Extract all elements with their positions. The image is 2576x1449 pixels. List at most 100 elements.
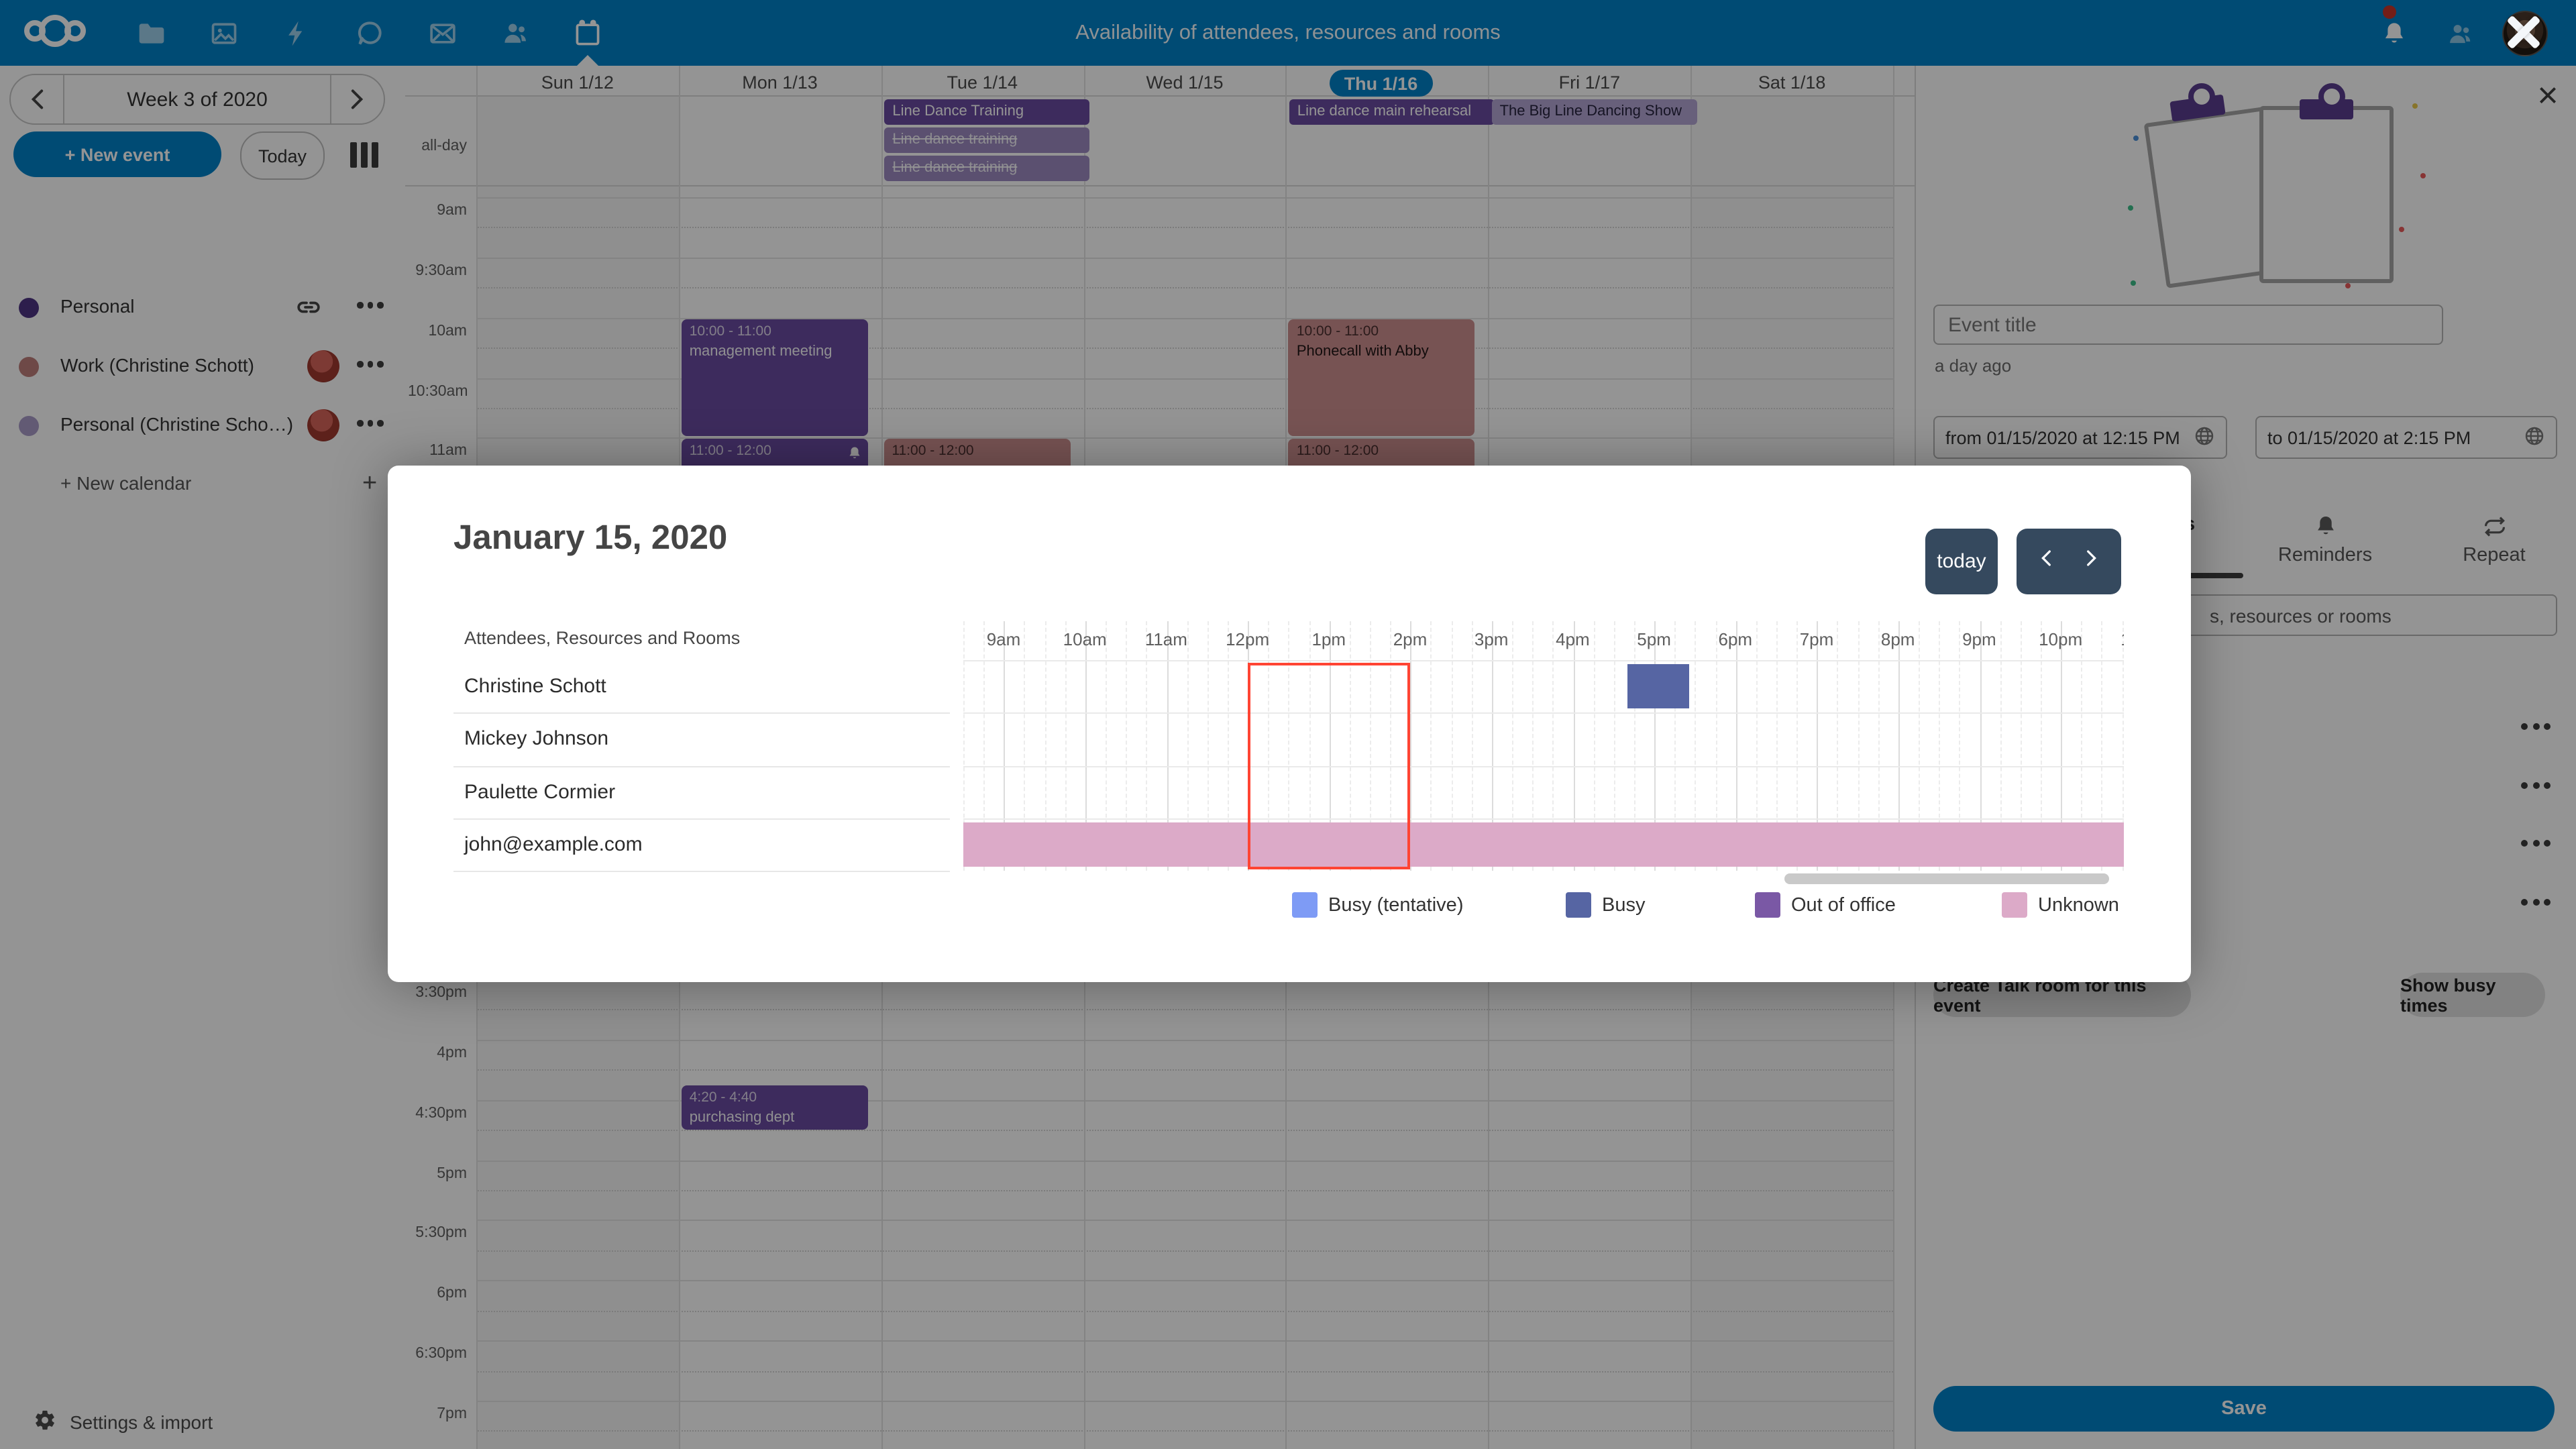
timeline-gridline	[1837, 621, 1839, 871]
allday-event[interactable]: Line dance training	[884, 156, 1090, 181]
time-gridline	[476, 1340, 1893, 1342]
event-time: 11:00 - 12:00	[1296, 443, 1379, 460]
legend-item: Out of office	[1755, 892, 1896, 918]
new-event-button[interactable]: + New event	[13, 131, 221, 177]
app-contacts-icon[interactable]	[491, 11, 539, 56]
previous-day-icon[interactable]	[2037, 547, 2059, 576]
attendee-actions-menu-icon[interactable]	[2520, 899, 2552, 906]
next-day-icon[interactable]	[2079, 547, 2100, 576]
timeline-gridline	[2122, 621, 2124, 871]
row-separator	[453, 712, 950, 714]
calendar-actions-menu-icon[interactable]	[357, 302, 383, 308]
tab-reminders[interactable]: Reminders	[2245, 514, 2406, 566]
timeline-hour-label: 2pm	[1393, 629, 1428, 649]
new-calendar-button[interactable]: + New calendar +	[60, 470, 378, 498]
timeline-gridline	[1268, 621, 1270, 871]
event-card[interactable]: 4:20 - 4:40 purchasing dept	[681, 1085, 868, 1130]
timeline-scrollbar[interactable]	[1784, 873, 2109, 884]
week-label[interactable]: Week 3 of 2020	[127, 88, 268, 111]
calendar-list-item[interactable]: Personal	[0, 288, 405, 326]
attendee-actions-menu-icon[interactable]	[2520, 840, 2552, 847]
app-photos-icon[interactable]	[200, 11, 248, 56]
app-talk-icon[interactable]	[345, 11, 394, 56]
timeline-hour-label: 12pm	[1226, 629, 1270, 649]
day-header: Tue 1/14	[947, 72, 1018, 92]
timeline-gridline	[1756, 621, 1758, 871]
timezone-globe-icon[interactable]	[2194, 425, 2215, 450]
timeline-gridline	[1044, 621, 1046, 871]
dialog-today-button[interactable]: today	[1925, 529, 1998, 594]
attendees-column-header: Attendees, Resources and Rooms	[464, 628, 741, 648]
timeline-row-separator	[963, 818, 2124, 820]
event-card[interactable]: 10:00 - 11:00 Phonecall with Abby	[1288, 319, 1475, 437]
day-header-today: Thu 1/16	[1329, 70, 1433, 97]
show-busy-times-button[interactable]: Show busy times	[2400, 973, 2545, 1017]
busy-block	[1627, 664, 1690, 708]
calendar-list-item[interactable]: Personal (Christine Scho…)	[0, 407, 405, 444]
event-time: 4:20 - 4:40	[689, 1089, 757, 1106]
tab-label: Repeat	[2463, 545, 2526, 566]
contacts-menu-icon[interactable]	[2435, 11, 2483, 56]
week-switcher: Week 3 of 2020	[9, 74, 385, 125]
last-modified-label: a day ago	[1935, 356, 2012, 376]
legend-swatch	[1566, 892, 1591, 918]
calendar-actions-menu-icon[interactable]	[357, 361, 383, 367]
allday-label: all-day	[421, 138, 467, 154]
app-activity-icon[interactable]	[273, 11, 321, 56]
legend-label: Busy (tentative)	[1328, 894, 1464, 916]
view-switcher-icon[interactable]	[350, 142, 378, 168]
today-button[interactable]: Today	[240, 131, 325, 180]
settings-import-button[interactable]: Settings & import	[34, 1409, 213, 1436]
timeline-gridline	[1471, 621, 1473, 871]
nextcloud-logo-icon[interactable]	[24, 15, 86, 47]
legend-swatch	[1292, 892, 1318, 918]
app-calendar-icon[interactable]	[564, 11, 612, 56]
tab-repeat[interactable]: Repeat	[2414, 514, 2575, 566]
time-gutter-label: 10:30am	[408, 383, 468, 400]
app-mail-icon[interactable]	[419, 11, 467, 56]
time-gridline	[476, 1099, 1893, 1102]
timeline-row-separator	[963, 712, 2124, 714]
timeline-gridline	[1004, 621, 1006, 871]
dialog-nav-buttons	[2017, 529, 2121, 594]
timeline-gridline	[1858, 621, 1860, 871]
event-end-field[interactable]: to 01/15/2020 at 2:15 PM	[2255, 416, 2557, 459]
allday-event[interactable]: The Big Line Dancing Show	[1491, 99, 1697, 125]
event-time: 11:00 - 12:00	[892, 443, 974, 460]
attendee-actions-menu-icon[interactable]	[2520, 723, 2552, 730]
timeline-gridline	[1370, 621, 1371, 871]
timeline-gridline	[2020, 621, 2022, 871]
app-files-icon[interactable]	[127, 11, 176, 56]
allday-event[interactable]: Line Dance Training	[884, 99, 1090, 125]
share-link-icon[interactable]	[295, 294, 322, 321]
calendar-list-item[interactable]: Work (Christine Schott)	[0, 347, 405, 385]
notifications-bell-icon[interactable]	[2369, 5, 2418, 56]
timezone-globe-icon[interactable]	[2524, 425, 2545, 450]
day-header: Sat 1/18	[1758, 72, 1826, 92]
allday-event[interactable]: Line dance main rehearsal	[1289, 99, 1495, 125]
close-icon[interactable]: ×	[2537, 75, 2559, 115]
save-button[interactable]: Save	[1933, 1386, 2555, 1432]
calendar-owner-avatar	[307, 350, 339, 382]
legend-label: Out of office	[1791, 894, 1896, 916]
calendar-actions-menu-icon[interactable]	[357, 420, 383, 426]
time-gridline	[476, 1130, 1893, 1132]
timeline-hour-label: 8pm	[1880, 629, 1915, 649]
calendar-color-dot	[19, 416, 39, 436]
time-gutter-label: 5:30pm	[415, 1225, 467, 1242]
next-week-button[interactable]	[342, 86, 369, 113]
timeline-row-separator	[963, 660, 2124, 661]
time-gridline	[476, 1430, 1893, 1432]
timeline-gridline	[963, 621, 965, 871]
timeline-gridline	[1309, 621, 1311, 871]
event-card[interactable]: 10:00 - 11:00 management meeting	[681, 319, 868, 437]
event-start-field[interactable]: from 01/15/2020 at 12:15 PM	[1933, 416, 2227, 459]
allday-event[interactable]: Line dance training	[884, 127, 1090, 153]
timeline-gridline	[1288, 621, 1290, 871]
timeline-hour-label: 11pm	[2102, 629, 2124, 649]
event-title-input[interactable]	[1935, 306, 2442, 343]
attendee-actions-menu-icon[interactable]	[2520, 782, 2552, 789]
calendar-name: Work (Christine Schott)	[60, 354, 254, 376]
previous-week-button[interactable]	[25, 86, 52, 113]
selection-rectangle[interactable]	[1247, 663, 1410, 869]
